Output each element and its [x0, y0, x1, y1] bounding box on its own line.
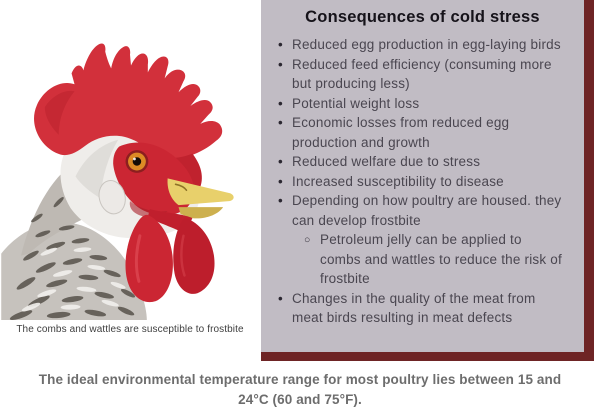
list-item: Economic losses from reduced egg product…	[278, 113, 566, 152]
list-item: Reduced egg production in egg-laying bir…	[278, 35, 566, 55]
footer-text: The ideal environmental temperature rang…	[38, 372, 562, 407]
rooster-caption: The combs and wattles are susceptible to…	[16, 324, 244, 335]
rooster-figure: The combs and wattles are susceptible to…	[0, 0, 260, 350]
list-item: Depending on how poultry are housed. the…	[278, 191, 566, 289]
cold-stress-panel: Consequences of cold stress Reduced egg …	[261, 0, 594, 361]
list-item: Changes in the quality of the meat from …	[278, 289, 566, 328]
footer-note: The ideal environmental temperature rang…	[0, 370, 600, 409]
rooster-image	[1, 43, 234, 320]
list-item: Reduced feed efficiency (consuming more …	[278, 55, 566, 94]
sub-list-item: Petroleum jelly can be applied to combs …	[304, 230, 566, 289]
rooster-wattles	[125, 209, 215, 303]
list-item: Reduced welfare due to stress	[278, 152, 566, 172]
list-item: Increased susceptibility to disease	[278, 172, 566, 192]
rooster-ear-lobe	[98, 180, 126, 215]
sub-list: Petroleum jelly can be applied to combs …	[292, 230, 566, 289]
rooster-beak	[167, 178, 234, 219]
consequences-list: Reduced egg production in egg-laying bir…	[261, 35, 584, 328]
rooster-eye	[125, 150, 149, 173]
panel-title: Consequences of cold stress	[305, 8, 540, 26]
list-item: Potential weight loss	[278, 94, 566, 114]
